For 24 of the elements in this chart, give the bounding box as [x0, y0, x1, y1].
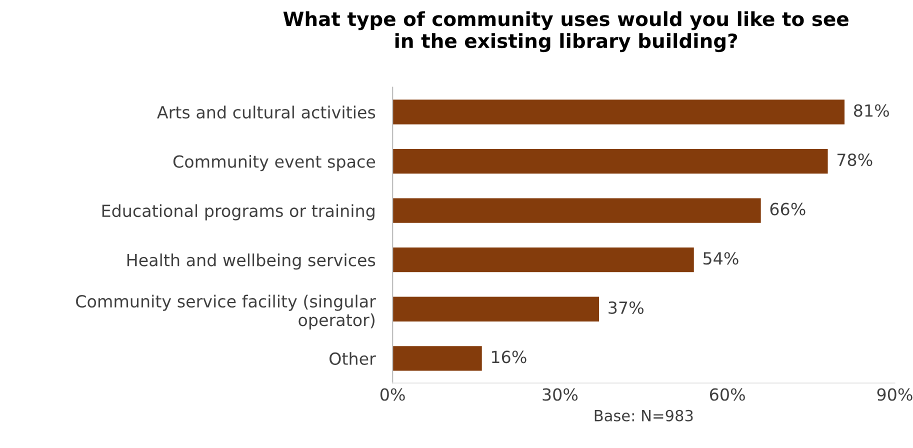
bar [392, 198, 761, 223]
data-label: 81% [854, 104, 889, 117]
data-label: 78% [837, 154, 872, 166]
data-label: 16% [492, 350, 526, 364]
bar [392, 346, 482, 371]
x-tick-label: 0% [380, 388, 405, 401]
y-tick-label: Other [330, 352, 376, 365]
y-tick-label: Community event space [173, 154, 376, 172]
x-tick-label: 60% [710, 388, 745, 401]
y-tick-label: Arts and cultural activities [157, 106, 376, 119]
x-tick-label: 90% [877, 388, 912, 401]
bar [392, 248, 694, 272]
data-label: 54% [704, 252, 738, 265]
y-tick-label: Community service facility (singular operator) [76, 294, 376, 330]
x-tick-label: 30% [542, 388, 578, 401]
data-label: 66% [770, 202, 806, 216]
bar [392, 148, 828, 174]
y-tick-label: Health and wellbeing services [127, 254, 376, 270]
y-tick-label: Educational programs or training [102, 204, 374, 220]
bar [392, 100, 845, 124]
data-label: 37% [608, 301, 644, 314]
bar [392, 296, 600, 322]
chart-title: What type of community uses would you like to see in the existing library building? [283, 11, 848, 52]
x-axis-title: Base: N=983 [594, 410, 693, 422]
